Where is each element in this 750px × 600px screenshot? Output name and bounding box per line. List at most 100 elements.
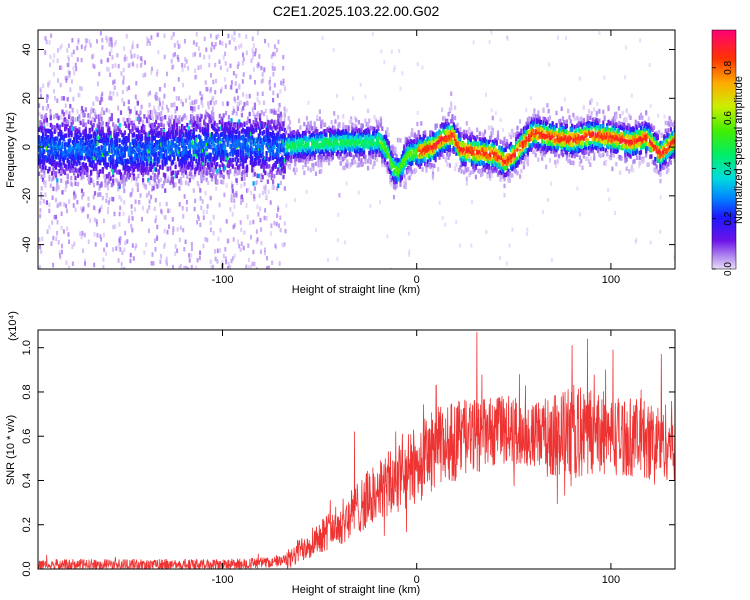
heatmap-cell-1484	[61, 144, 64, 149]
heatmap-cell-1155	[508, 243, 511, 248]
heatmap-cell-2294	[136, 158, 139, 163]
heatmap-cell-4307	[330, 149, 333, 154]
heatmap-cell-4417	[342, 131, 345, 137]
heatmap-cell-1193	[441, 215, 444, 220]
heatmap-cell-4752	[378, 145, 381, 151]
heatmap-cell-3267	[227, 115, 230, 120]
heatmap-cell-3137	[214, 148, 217, 153]
heatmap-cell-557	[253, 261, 256, 267]
heatmap-cell-4436	[344, 134, 347, 140]
heatmap-cell-2726	[177, 144, 180, 150]
heatmap-cell-2838	[187, 144, 190, 149]
heatmap-cell-3166	[218, 155, 221, 160]
heatmap-cell-4692	[372, 126, 375, 131]
heatmap-cell-4511	[352, 154, 355, 160]
heatmap-cell-254	[217, 236, 220, 242]
heatmap-cell-2883	[191, 134, 194, 139]
heatmap-cell-1806	[91, 149, 94, 154]
heatmap-cell-4896	[394, 168, 397, 174]
heatmap-cell-2450	[151, 150, 154, 156]
heatmap-cell-2245	[132, 120, 136, 125]
heatmap-cell-1312	[45, 142, 48, 147]
heatmap-cell-2654	[170, 151, 173, 156]
heatmap-cell-4203	[318, 142, 321, 148]
heatmap-cell-2789	[183, 125, 186, 131]
heatmap-cell-1554	[67, 128, 71, 133]
heatmap-cell-1807	[91, 151, 94, 157]
heatmap-cell-2448	[151, 146, 154, 152]
heatmap-cell-1999	[109, 134, 112, 140]
heatmap-cell-615	[182, 214, 185, 219]
heatmap-cell-3358	[235, 111, 238, 116]
heatmap-cell-2805	[184, 129, 188, 134]
heatmap-cell-2692	[174, 133, 177, 138]
heatmap-cell-4304	[330, 120, 333, 125]
heatmap-cell-4990	[404, 177, 407, 182]
heatmap-cell-2327	[140, 170, 143, 175]
heatmap-cell-2542	[160, 122, 163, 127]
heatmap-cell-1975	[106, 137, 110, 143]
heatmap-cell-1724	[84, 141, 87, 146]
heatmap-cell-93	[66, 75, 69, 81]
heatmap-cell-2081	[117, 146, 120, 152]
heatmap-cell-4670	[369, 159, 372, 165]
heatmap-cell-1892	[100, 111, 103, 117]
heatmap-cell-518	[225, 183, 228, 188]
heatmap-cell-763	[218, 59, 221, 64]
heatmap-cell-663	[185, 265, 188, 269]
heatmap-cell-64	[227, 261, 230, 267]
heatmap-cell-3360	[235, 154, 238, 159]
heatmap-cell-4076	[305, 116, 308, 121]
heatmap-cell-4415	[342, 139, 345, 145]
heatmap-cell-1577	[70, 147, 73, 153]
heatmap-cell-3986	[295, 135, 298, 140]
heatmap-cell-4458	[347, 142, 350, 148]
heatmap-cell-2685	[173, 120, 176, 126]
heatmap-cell-430	[71, 261, 74, 266]
heatmap-cell-681	[115, 39, 118, 45]
heatmap-cell-2823	[186, 155, 189, 160]
heatmap-cell-2071	[116, 147, 119, 153]
heatmap-cell-2912	[194, 120, 197, 126]
heatmap-cell-1582	[70, 132, 73, 138]
heatmap-cell-4363	[337, 153, 340, 158]
heatmap-cell-2070	[116, 137, 119, 142]
heatmap-cell-1210	[408, 231, 410, 236]
heatmap-cell-2445	[151, 137, 154, 143]
heatmap-cell-1633	[75, 155, 78, 160]
heatmap-cell-3861	[282, 161, 285, 166]
heatmap-cell-1045	[118, 238, 121, 243]
heatmap-cell-1618	[74, 194, 77, 199]
heatmap-cell-3926	[288, 128, 292, 134]
heatmap-cell-1922	[103, 110, 106, 115]
heatmap-cell-1509	[64, 148, 67, 154]
heatmap-cell-2646	[169, 151, 172, 156]
heatmap-cell-4903	[395, 171, 398, 176]
heatmap-cell-2657	[170, 140, 173, 145]
heatmap-cell-1219	[555, 164, 558, 168]
heatmap-cell-662	[129, 122, 132, 127]
heatmap-cell-1709	[82, 144, 85, 149]
heatmap-cell-4974	[403, 180, 406, 186]
heatmap-cell-4671	[369, 149, 372, 154]
heatmap-cell-3344	[234, 150, 237, 156]
heatmap-cell-3639	[261, 140, 264, 145]
heatmap-cell-1719	[83, 156, 86, 161]
heatmap-cell-1987	[108, 148, 111, 153]
heatmap-cell-4882	[392, 176, 396, 182]
heatmap-cell-2451	[151, 129, 154, 135]
heatmap-cell-3136	[214, 175, 217, 180]
heatmap-cell-2393	[145, 166, 149, 171]
heatmap-cell-412	[47, 82, 49, 87]
heatmap-cell-3836	[279, 180, 282, 186]
heatmap-cell-711	[93, 217, 96, 222]
heatmap-cell-309	[236, 170, 238, 176]
heatmap-cell-2054	[114, 149, 117, 155]
heatmap-cell-2549	[160, 142, 163, 147]
heatmap-cell-4491	[350, 135, 353, 141]
heatmap-cell-2972	[200, 141, 203, 147]
heatmap-cell-2311	[138, 166, 141, 172]
heatmap-cell-4073	[305, 136, 308, 142]
heatmap-cell-1877	[97, 151, 100, 156]
heatmap-cell-4283	[327, 125, 331, 131]
